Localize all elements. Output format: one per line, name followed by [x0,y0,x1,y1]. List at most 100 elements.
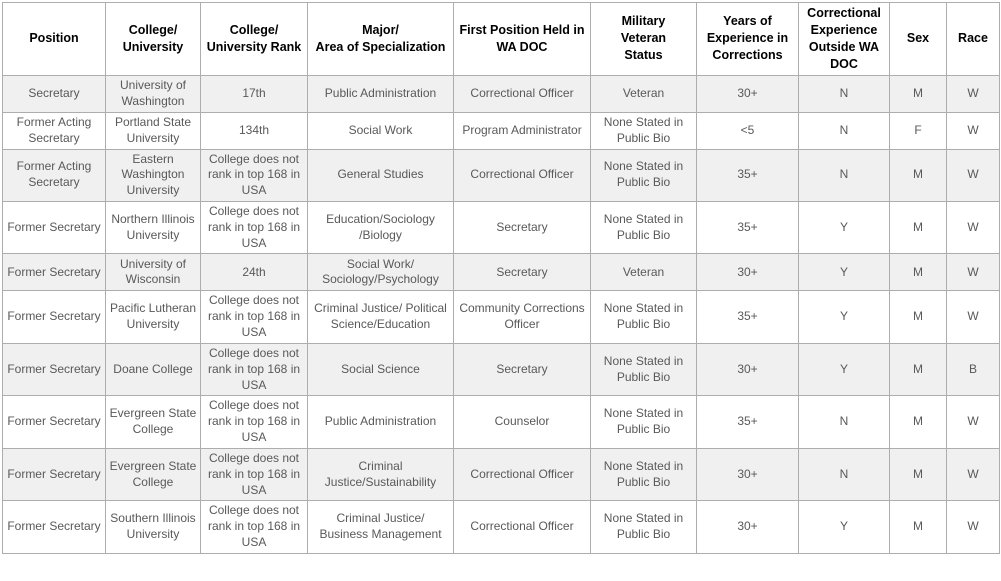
table-cell: None Stated in Public Bio [590,290,697,344]
table-cell: 35+ [696,148,799,202]
table-row: Former Secretary Southern Illinois Univer… [2,500,1000,554]
table-cell: General Studies [307,148,454,202]
table-cell: Correctional Officer [453,447,591,502]
table-cell: 30+ [696,447,799,502]
column-header-sex: Sex [889,2,947,76]
column-header-college: College/ University Rank [200,2,308,76]
table-cell: N [798,395,890,449]
table-cell: M [889,342,947,397]
table-cell: College does not rank in top 168 in USA [200,447,308,502]
column-header-college: College/ University [105,2,201,76]
table-cell: Criminal Justice/Sustainability [307,447,454,502]
table-cell: Portland State University [105,111,201,150]
table-cell: Eastern Washington University [105,148,201,202]
table-cell: M [889,447,947,502]
table-row: Former Secretary Pacific Lutheran Univers… [2,290,1000,344]
table-cell: Social Science [307,342,454,397]
table-cell: College does not rank in top 168 in USA [200,148,308,202]
table-cell: 17th [200,74,308,113]
table-cell: Evergreen State College [105,447,201,502]
table-cell: Y [798,342,890,397]
table-cell: Evergreen State College [105,395,201,449]
table-cell: Southern Illinois University [105,500,201,554]
table-cell: None Stated in Public Bio [590,500,697,554]
table-cell: Y [798,290,890,344]
table-cell: College does not rank in top 168 in USA [200,342,308,397]
table-cell: W [946,500,1000,554]
table-cell: Secretary [2,74,106,113]
table-cell: W [946,253,1000,292]
table-cell: None Stated in Public Bio [590,447,697,502]
table-cell: Y [798,253,890,292]
table-cell: Correctional Officer [453,148,591,202]
table-cell: N [798,148,890,202]
table-cell: W [946,290,1000,344]
table-cell: Veteran [590,253,697,292]
table-row: Former Secretary University of Wisconsin 2… [2,253,1000,292]
table-body: Secretary University of Washington 17th Pub… [2,74,1000,554]
table-cell: None Stated in Public Bio [590,148,697,202]
table-cell: N [798,74,890,113]
table-row: Former Secretary Evergreen State College C… [2,447,1000,502]
table-cell: Public Administration [307,395,454,449]
table-cell: Criminal Justice/ Political Science/Educ… [307,290,454,344]
table-cell: Northern Illinois University [105,200,201,255]
table-cell: M [889,200,947,255]
column-header-major: Major/ Area of Specialization [307,2,454,76]
table-cell: W [946,395,1000,449]
table-cell: Correctional Officer [453,500,591,554]
table-cell: Counselor [453,395,591,449]
table-cell: 30+ [696,253,799,292]
table-cell: Criminal Justice/ Business Management [307,500,454,554]
table-cell: Former Secretary [2,342,106,397]
table-cell: Former Secretary [2,253,106,292]
table-cell: Social Work [307,111,454,150]
table-cell: College does not rank in top 168 in USA [200,200,308,255]
table-row: Former Secretary Evergreen State College C… [2,395,1000,449]
table-cell: Secretary [453,253,591,292]
table-cell: <5 [696,111,799,150]
table-cell: Former Secretary [2,200,106,255]
table-cell: Former Secretary [2,395,106,449]
table-cell: Former Secretary [2,500,106,554]
table-cell: M [889,74,947,113]
table-cell: 134th [200,111,308,150]
table-cell: None Stated in Public Bio [590,111,697,150]
table-cell: W [946,111,1000,150]
table-cell: 35+ [696,395,799,449]
table-cell: None Stated in Public Bio [590,200,697,255]
table-cell: Education/Sociology /Biology [307,200,454,255]
table-cell: 35+ [696,290,799,344]
table-cell: Secretary [453,342,591,397]
table-cell: Veteran [590,74,697,113]
table-cell: Former Acting Secretary [2,111,106,150]
table-row: Former Secretary Northern Illinois Univer… [2,200,1000,255]
table-cell: Pacific Lutheran University [105,290,201,344]
table-cell: M [889,395,947,449]
column-header-race: Race [946,2,1000,76]
table-cell: Correctional Officer [453,74,591,113]
table-cell: College does not rank in top 168 in USA [200,395,308,449]
table-cell: 30+ [696,342,799,397]
table-cell: N [798,111,890,150]
table-cell: University of Washington [105,74,201,113]
table-cell: Y [798,200,890,255]
column-header-military: Military Veteran Status [590,2,697,76]
table-cell: Former Secretary [2,290,106,344]
table-cell: F [889,111,947,150]
header-row: Position College/ University College/ Univ… [2,2,1000,76]
table-cell: 30+ [696,74,799,113]
table-cell: Doane College [105,342,201,397]
table-row: Former Acting Secretary Eastern Washingto… [2,148,1000,202]
table-cell: Social Work/ Sociology/Psychology [307,253,454,292]
table-row: Former Acting Secretary Portland State Un… [2,111,1000,150]
table-cell: M [889,500,947,554]
column-header-first-position-held-in: First Position Held in WA DOC [453,2,591,76]
table-row: Secretary University of Washington 17th Pub… [2,74,1000,113]
document-table-container: Position College/ University College/ Univ… [2,2,1000,554]
table-header: Position College/ University College/ Univ… [2,2,1000,76]
table-cell: None Stated in Public Bio [590,342,697,397]
table-cell: Public Administration [307,74,454,113]
table-cell: W [946,200,1000,255]
table-cell: W [946,447,1000,502]
